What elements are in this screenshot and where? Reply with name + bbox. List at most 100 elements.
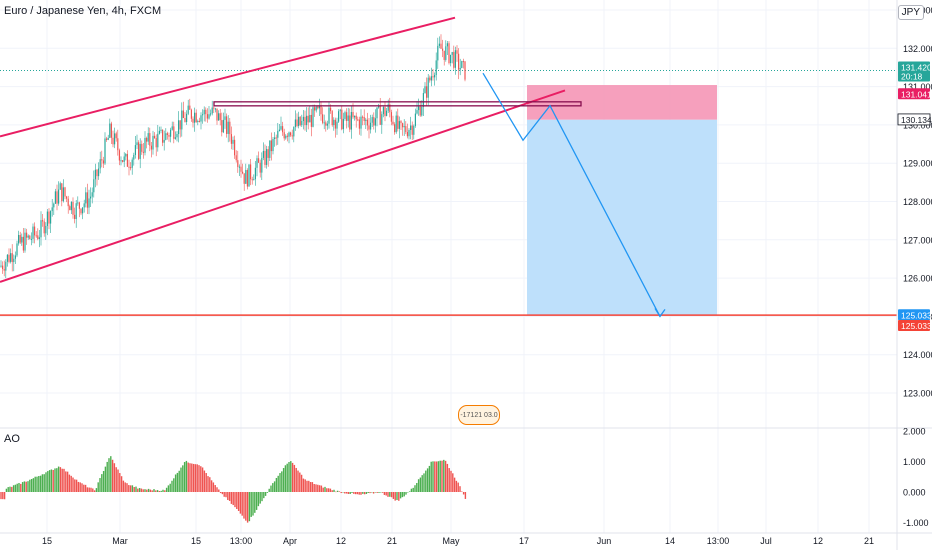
candle-body (333, 119, 335, 126)
candle-body (11, 253, 13, 263)
ao-bar (288, 462, 290, 492)
candle-body (426, 86, 428, 98)
ao-bar (308, 480, 310, 492)
candle-body (34, 226, 36, 236)
ao-bar (410, 488, 413, 492)
currency-label[interactable]: JPY (897, 5, 924, 20)
candle-body (248, 164, 250, 187)
ao-bar (300, 474, 303, 492)
ao-bar (268, 488, 270, 492)
candle-body (142, 151, 144, 153)
ao-tick-label: -1.000 (903, 518, 929, 528)
ao-bar (178, 470, 180, 492)
candle-body (355, 115, 357, 120)
candle-body (381, 114, 383, 125)
ao-bar (180, 467, 182, 492)
ao-bar (365, 492, 368, 494)
ao-bar (90, 487, 92, 492)
ao-bar (281, 471, 283, 492)
candle-body (418, 106, 420, 111)
candle-body (246, 170, 248, 187)
candle-body (10, 253, 12, 262)
candle-body (221, 120, 223, 133)
candle-body (386, 110, 388, 116)
channel-upper-line (0, 16, 456, 138)
ao-indicator-label[interactable]: AO (4, 433, 20, 445)
ao-bar (128, 485, 130, 492)
candle-body (218, 113, 220, 121)
ao-bar (5, 488, 8, 492)
candle-body (352, 112, 354, 118)
ao-tick-label: 0.000 (903, 488, 926, 498)
ao-bar (34, 476, 36, 492)
candle-body (45, 225, 47, 234)
candle-body (462, 61, 464, 63)
ao-bar (66, 471, 69, 492)
entry-price-tag-border (897, 113, 931, 126)
candle-body (446, 43, 448, 47)
ao-bar (165, 487, 168, 492)
candle-body (181, 110, 183, 130)
candle-body (117, 138, 119, 151)
candle-body (165, 133, 167, 140)
candle-body (157, 133, 159, 148)
candle-body (40, 220, 42, 238)
ao-bar (403, 492, 405, 497)
candle-body (422, 93, 424, 107)
ao-bar (297, 470, 299, 492)
candle-body (394, 124, 396, 133)
event-badge[interactable]: -17121 03.0 (458, 405, 500, 425)
ao-bar (441, 460, 443, 492)
candle-body (288, 132, 290, 137)
ao-bar (434, 461, 436, 492)
candle-body (155, 138, 157, 148)
candle-body (2, 265, 4, 270)
candle-body (243, 173, 245, 184)
candle-body (358, 119, 360, 129)
ao-bar (448, 468, 450, 492)
candle-body (110, 123, 112, 138)
candle-body (309, 114, 311, 123)
candle-body (214, 108, 216, 110)
ao-bar (79, 482, 81, 492)
ao-bar (75, 479, 78, 492)
candle-body (106, 138, 108, 140)
ao-bar (228, 492, 231, 501)
ao-bar (160, 490, 162, 492)
ao-bar (191, 463, 193, 492)
time-tick-label: Jul (760, 536, 772, 546)
ao-bar (432, 461, 434, 492)
ao-bar (102, 471, 105, 492)
candle-body (326, 123, 328, 126)
candle-body (3, 269, 5, 271)
ao-bar (52, 469, 54, 492)
candle-body (390, 112, 392, 122)
candle-body (262, 150, 264, 158)
ao-bar (333, 489, 335, 492)
ao-bar (261, 492, 263, 502)
candle-body (347, 115, 349, 121)
ao-bar (353, 492, 355, 494)
symbol-title[interactable]: Euro / Japanese Yen, 4h, FXCM (4, 5, 162, 17)
candle-body (227, 121, 229, 134)
candle-body (102, 160, 104, 164)
candle-body (51, 207, 53, 212)
ao-bar (167, 485, 170, 492)
ao-bar (425, 470, 427, 492)
candle-body (147, 133, 149, 142)
candle-body (424, 86, 426, 94)
ao-bar (198, 465, 200, 492)
candle-body (150, 145, 152, 150)
candle-body (70, 201, 72, 211)
candle-body (58, 189, 60, 204)
candle-body (14, 255, 16, 259)
ao-bar (318, 485, 321, 492)
ao-bar (299, 472, 301, 492)
candle-body (363, 117, 365, 121)
candle-body (330, 107, 332, 112)
ao-bar (48, 470, 51, 492)
candle-body (64, 187, 66, 197)
ao-bar (459, 486, 461, 492)
ao-bar (286, 463, 288, 492)
